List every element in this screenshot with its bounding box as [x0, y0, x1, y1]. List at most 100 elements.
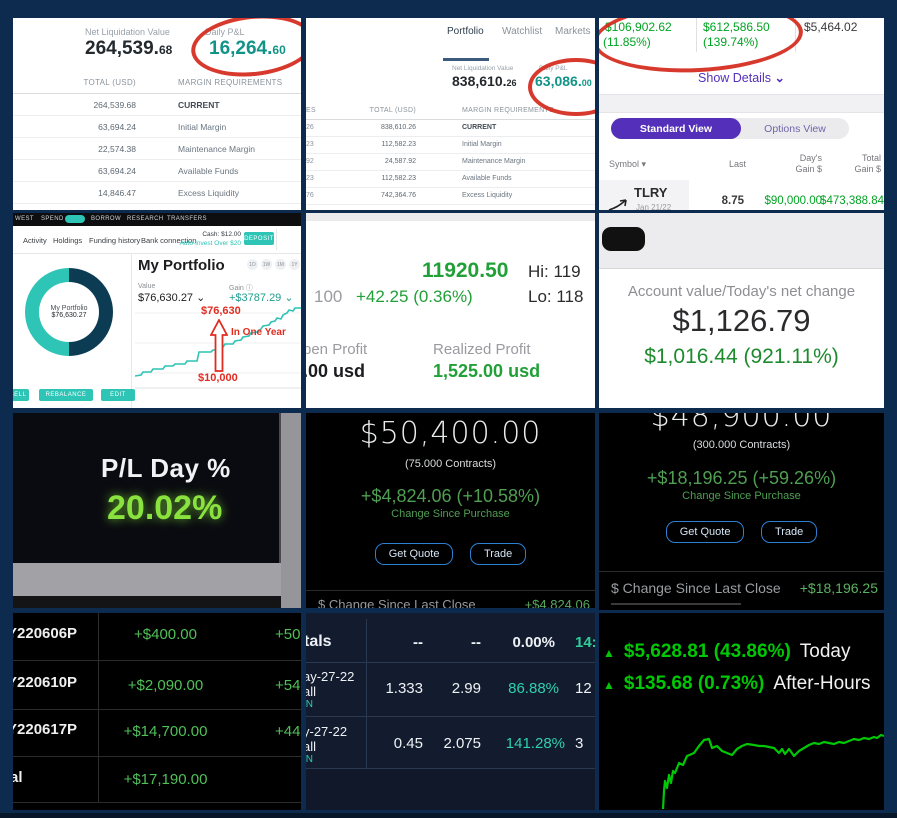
header-bar	[599, 213, 884, 269]
table-row[interactable]: Y220606P +$400.00 +50	[13, 613, 301, 661]
get-quote-button[interactable]: Get Quote	[374, 543, 454, 565]
donut-value: $76,630.27	[51, 312, 87, 319]
image-bottom-edge	[0, 813, 897, 818]
nav-item-bank[interactable]: Bank connection	[141, 236, 197, 245]
margin-label: CURRENT	[462, 124, 497, 131]
value-dropdown[interactable]: $76,630.27 ⌄	[138, 292, 206, 304]
total-value: 742,364.76	[380, 192, 416, 199]
nav-item[interactable]: WEST	[15, 216, 34, 222]
margin-label: Excess Liquidity	[178, 188, 239, 198]
sub-nav-bar: Activity Holdings Funding history Bank c…	[13, 226, 301, 254]
header-cell: --	[413, 634, 423, 651]
divider	[696, 18, 697, 52]
panel-ibkr-portfolio: Portfolio Watchlist Markets Net Liquidat…	[306, 18, 595, 210]
table-row: 26 838,610.26 CURRENT	[306, 119, 595, 137]
option-symbol: Y220617P	[13, 721, 78, 738]
fill-tag: IN	[306, 754, 313, 765]
last-header: Last	[728, 159, 746, 169]
nav-active-pill[interactable]	[65, 215, 85, 223]
nav-item[interactable]: RESEARCH	[127, 216, 164, 222]
header-cell: 0.00%	[512, 634, 555, 651]
nav-item[interactable]: SPEND	[41, 216, 64, 222]
nav-item[interactable]: TRANSFERS	[167, 216, 207, 222]
option-symbol: Y220610P	[13, 674, 78, 691]
position-value: $50,400.00	[359, 416, 542, 451]
realized-profit-value: 1,525.00 usd	[433, 361, 541, 381]
table-row: 22,574.38 Maintenance Margin	[13, 137, 301, 160]
symbol-cell-bg	[599, 180, 689, 210]
day-gain-header-1: Day's	[799, 153, 822, 163]
table-row[interactable]: Y220617P +$14,700.00 +44	[13, 710, 301, 757]
trade-button[interactable]: Trade	[469, 543, 527, 565]
options-view-button[interactable]: Options View	[764, 122, 826, 135]
table-row: 23 112,582.23 Available Funds	[306, 170, 595, 188]
range-1w-button[interactable]: 1W	[261, 259, 272, 270]
high-value: Hi: 119	[528, 262, 581, 281]
clipped-cell: 23	[306, 141, 314, 148]
fill-price: 0.45	[393, 735, 423, 752]
margin-label: Maintenance Margin	[178, 144, 256, 154]
tab-portfolio[interactable]: Portfolio	[447, 26, 484, 37]
symbol-header[interactable]: Symbol ▾	[609, 159, 647, 169]
price-change: +42.25 (0.36%)	[356, 287, 473, 306]
nav-item-funding[interactable]: Funding history	[89, 236, 141, 245]
tab-markets[interactable]: Markets	[555, 26, 591, 37]
contracts-count: (300.000 Contracts)	[692, 439, 791, 451]
standard-view-button[interactable]: Standard View	[611, 118, 741, 139]
nlv-value: 838,610.26	[452, 73, 517, 89]
deposit-button[interactable]: DEPOSIT	[244, 232, 274, 245]
table-row: 63,694.24 Initial Margin	[13, 115, 301, 138]
range-1d-button[interactable]: 1D	[247, 259, 258, 270]
range-1y-button[interactable]: 1Y	[289, 259, 300, 270]
change-since-close-value: +$18,196.25	[799, 580, 878, 596]
panel-ibkr-desktop: Net Liquidation Value 264,539.68 Daily P…	[13, 18, 301, 210]
action-buttons: Get Quote Trade	[599, 521, 884, 543]
show-details-button[interactable]: Show Details ⌄	[698, 71, 785, 85]
daily-pnl-label: Daily P&L	[205, 27, 245, 37]
account-value: $1,126.79	[672, 303, 811, 338]
fill-type-clipped: all	[306, 684, 317, 699]
option-pl: +$400.00	[134, 626, 197, 643]
change-since-purchase-label: Change Since Purchase	[682, 490, 801, 502]
gain-dropdown[interactable]: +$3787.29 ⌄	[229, 292, 294, 304]
position-row-symbol[interactable]: TLRY	[634, 185, 668, 200]
up-triangle-icon: ▲	[603, 678, 615, 692]
table-row: 63,694.24 Available Funds	[13, 159, 301, 182]
total-value: 24,587.92	[384, 158, 416, 165]
totals-label-clipped: tals	[306, 633, 332, 650]
panel-futures-profit: 11920.50 Hi: 119 100 +42.25 (0.36%) Lo: …	[306, 213, 595, 408]
nav-item[interactable]: BORROW	[91, 216, 122, 222]
option-pct-clipped: +54	[275, 677, 301, 694]
fill-price: 2.99	[451, 680, 481, 697]
panel-pl-day-photo: P/L Day % 20.02%	[13, 413, 301, 608]
section-spacer	[599, 94, 884, 113]
fill-price: 2.075	[443, 735, 481, 752]
trade-button[interactable]: Trade	[760, 521, 818, 543]
get-quote-button[interactable]: Get Quote	[665, 521, 745, 543]
nlv-label: Net Liquidation Value	[85, 27, 170, 37]
fill-row[interactable]: y-27-22 all IN 0.45 2.075 141.28% 3	[306, 716, 595, 769]
edit-button[interactable]: EDIT	[101, 389, 135, 401]
fill-row[interactable]: ay-27-22 all IN 1.333 2.99 86.88% 12	[306, 662, 595, 717]
tab-watchlist[interactable]: Watchlist	[502, 26, 543, 37]
clipped-header: ES	[306, 107, 316, 114]
sell-button[interactable]: SELL	[13, 389, 29, 401]
fill-qty-clipped: 3	[575, 735, 584, 752]
column-divider	[98, 613, 99, 802]
table-row: 92 24,587.92 Maintenance Margin	[306, 153, 595, 171]
clipped-cell: 26	[306, 124, 314, 131]
range-1m-button[interactable]: 1M	[275, 259, 286, 270]
panel-fills-table: tals -- -- 0.00% 14: ay-27-22 all IN 1.3…	[306, 613, 595, 810]
rebalance-button[interactable]: REBALANCE	[39, 389, 93, 401]
margin-header: MARGIN REQUIREMENTS	[178, 78, 283, 87]
nav-item-holdings[interactable]: Holdings	[53, 236, 83, 245]
table-row[interactable]: Y220610P +$2,090.00 +54	[13, 661, 301, 710]
last-price: 11920.50	[422, 259, 509, 282]
gain-amount: $612,586.50	[703, 20, 770, 34]
change-since-purchase-value: +$4,824.06 (+10.58%)	[360, 486, 541, 506]
nav-item-activity[interactable]: Activity	[23, 236, 47, 245]
value-label: Value	[138, 283, 156, 290]
dropdown-triangle-icon: ▾	[641, 159, 647, 169]
account-value-label: Account value/Today's net change	[627, 283, 856, 300]
top-strip	[306, 213, 595, 221]
